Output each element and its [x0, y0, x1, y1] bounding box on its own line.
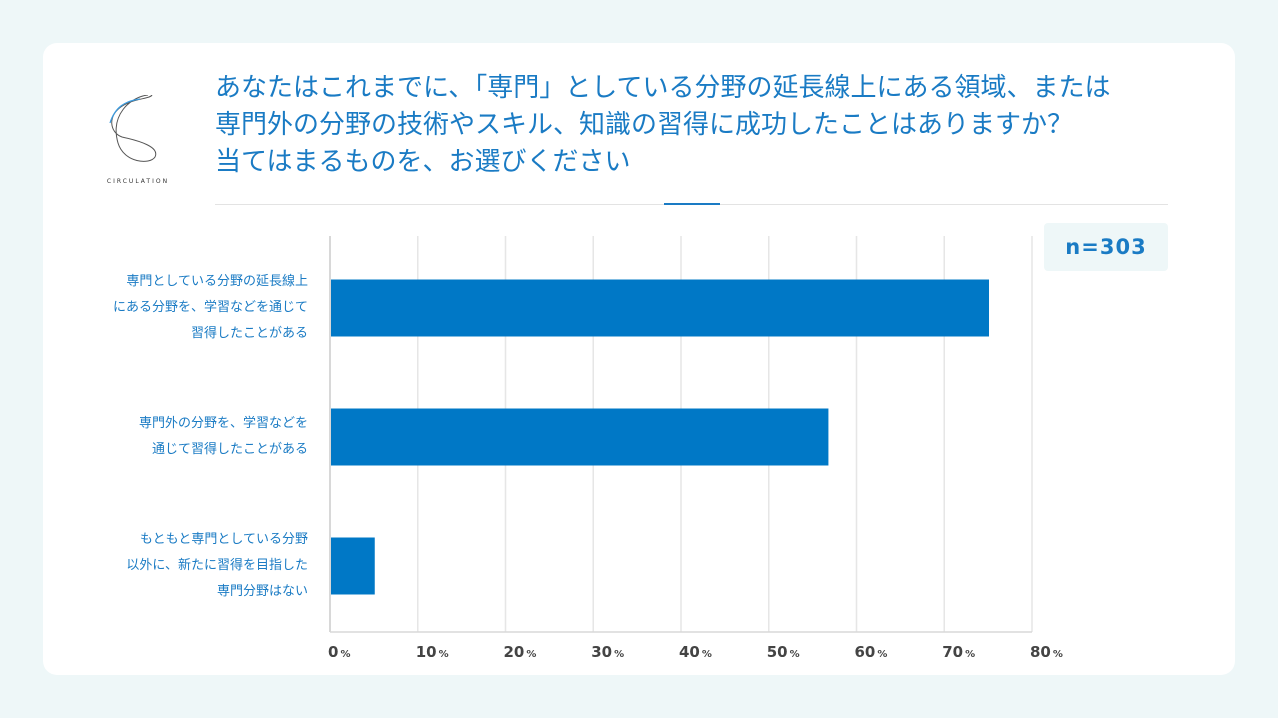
- x-tick-label: 40%: [679, 643, 712, 661]
- x-tick-label: 10%: [416, 643, 449, 661]
- bar: [331, 408, 829, 466]
- category-label: もともと専門としている分野 以外に、新たに習得を目指した 専門分野はない: [126, 532, 308, 599]
- sample-size-badge: n=303: [1044, 223, 1168, 271]
- category-label: 専門としている分野の延長線上 にある分野を、学習などを通じて 習得したことがある: [112, 274, 308, 341]
- bar: [331, 279, 990, 337]
- page-title: あなたはこれまでに、「専門」としている分野の延長線上にある領域、または 専門外の…: [215, 73, 1111, 177]
- x-tick-label: 20%: [504, 643, 537, 661]
- x-tick-label: 60%: [855, 643, 888, 661]
- category-label: 専門外の分野を、学習などを 通じて習得したことがある: [138, 416, 308, 457]
- card: [43, 43, 1235, 675]
- circulation-logo: [109, 95, 157, 162]
- bar: [331, 537, 375, 595]
- divider-accent: [664, 203, 720, 205]
- x-tick-label: 0%: [328, 643, 350, 661]
- x-tick-label: 30%: [591, 643, 624, 661]
- x-tick-label: 70%: [942, 643, 975, 661]
- logo-text: CIRCULATION: [106, 178, 170, 185]
- x-tick-label: 80%: [1030, 643, 1063, 661]
- x-tick-label: 50%: [767, 643, 800, 661]
